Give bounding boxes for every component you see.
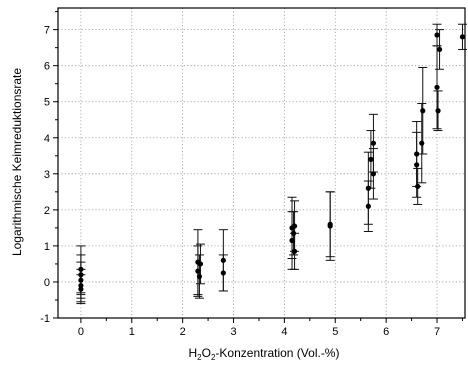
data-point [435, 108, 441, 114]
data-point [289, 237, 295, 244]
data-point [220, 257, 226, 263]
x-tick-label: 1 [129, 326, 135, 338]
data-points [78, 32, 466, 292]
data-point [327, 223, 333, 229]
data-point [365, 203, 371, 209]
data-point [196, 273, 203, 280]
data-point [434, 84, 440, 90]
data-point [368, 156, 374, 162]
x-tick-labels: 0 1 2 3 4 5 6 7 [78, 326, 440, 338]
data-point [291, 223, 298, 229]
data-point [436, 46, 443, 53]
x-tick-label: 3 [230, 326, 236, 338]
plot-frame [57, 7, 466, 319]
data-point [195, 268, 201, 274]
data-point [370, 171, 377, 177]
grid [58, 8, 465, 319]
y-tick-label: 7 [44, 25, 50, 37]
y-tick-label: 0 [44, 277, 50, 289]
data-point [220, 270, 226, 276]
y-tick-label: -1 [40, 313, 50, 325]
data-point [419, 140, 425, 146]
data-point [414, 162, 420, 168]
data-point [78, 277, 84, 283]
x-tick-label: 5 [332, 326, 338, 338]
y-tick-label: 3 [44, 169, 50, 181]
x-tick-label: 7 [434, 326, 440, 338]
y-tick-label: 2 [44, 205, 50, 217]
data-point [415, 183, 421, 190]
y-tick-label: 6 [44, 61, 50, 73]
error-bars [76, 23, 467, 305]
data-point [78, 272, 84, 278]
data-point [291, 248, 298, 254]
data-point [365, 185, 371, 191]
x-tick-label: 6 [383, 326, 389, 338]
data-point [370, 140, 377, 146]
data-point [197, 261, 204, 267]
data-point [434, 32, 440, 38]
data-point [459, 34, 466, 40]
data-point [290, 230, 297, 236]
x-axis-label: H2O2-Konzentration (Vol.-%) [189, 346, 340, 362]
data-point [414, 151, 420, 157]
data-point [420, 108, 426, 114]
data-point [78, 282, 84, 289]
x-tick-label: 4 [281, 326, 287, 338]
x-tick-label: 0 [78, 326, 84, 338]
y-tick-labels: -1 0 1 2 3 4 5 6 7 [40, 25, 50, 325]
y-tick-label: 5 [44, 97, 50, 109]
data-point [78, 286, 84, 292]
data-point [78, 266, 84, 272]
y-tick-label: 4 [44, 133, 50, 145]
y-axis-label: Logarithmische Keimreduktionsrate [10, 68, 24, 256]
y-tick-label: 1 [44, 241, 50, 253]
x-tick-label: 2 [180, 326, 186, 338]
ticks [53, 11, 463, 323]
